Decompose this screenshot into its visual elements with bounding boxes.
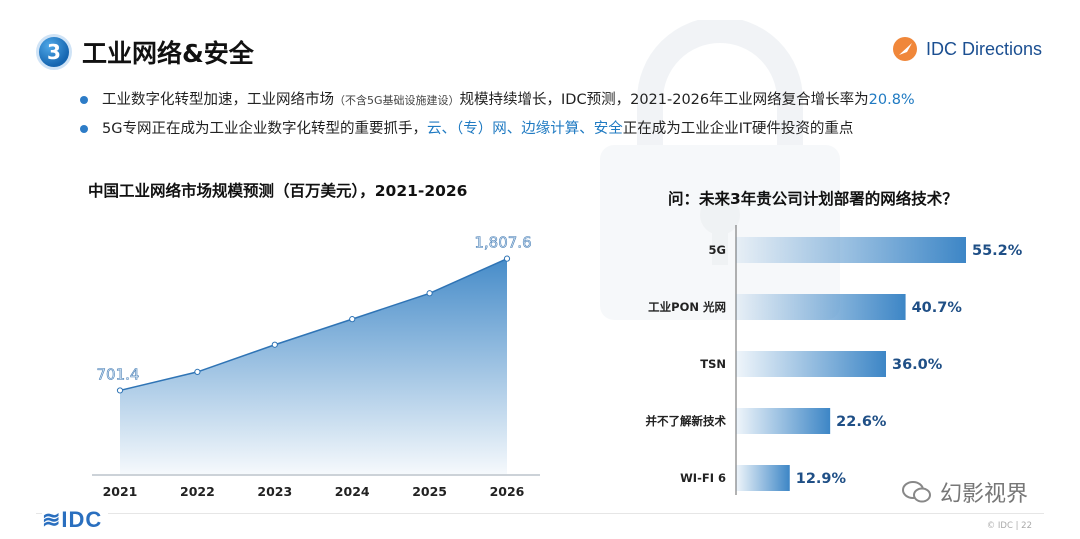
bar-category-label: 5G xyxy=(709,243,726,257)
x-tick-label: 2026 xyxy=(490,484,525,499)
bar-chart-title: 问：未来3年贵公司计划部署的网络技术？ xyxy=(668,190,958,208)
watermark: 幻影视界 xyxy=(902,476,1028,508)
bar-value-label: 40.7% xyxy=(912,300,963,316)
data-point xyxy=(194,368,201,376)
footer-divider xyxy=(36,513,1044,514)
bar-value-label: 36.0% xyxy=(892,357,943,373)
bar-category-label: TSN xyxy=(700,357,726,371)
x-tick-label: 2024 xyxy=(335,484,370,499)
lock-background-icon xyxy=(600,20,840,320)
data-point xyxy=(426,290,433,297)
x-tick-label: 2025 xyxy=(412,484,447,499)
bullet-list: 工业数字化转型加速，工业网络市场（不含5G基础设施建设）规模持续增长，IDC预测… xyxy=(80,86,1060,143)
bar-category-label: 并不了解新技术 xyxy=(646,414,727,428)
bar xyxy=(736,351,886,377)
bullet-item-2: 5G专网正在成为工业企业数字化转型的重要抓手，云、（专）网、边缘计算、安全正在成… xyxy=(80,115,1060,143)
bar xyxy=(736,237,966,263)
bullet-highlight: 20.8% xyxy=(868,92,915,108)
x-tick-label: 2023 xyxy=(257,484,292,499)
brand-logo: IDC Directions xyxy=(892,36,1042,62)
compass-icon xyxy=(892,37,917,61)
brand-name: IDC Directions xyxy=(925,38,1042,59)
bullet-note: （不含5G基础设施建设） xyxy=(334,94,460,107)
bullet-text: 规模持续增长，IDC预测，2021-2026年工业网络复合增长率为 xyxy=(459,92,869,108)
bar xyxy=(736,465,790,491)
wechat-icon xyxy=(902,481,931,503)
bullet-text: 工业数字化转型加速，工业网络市场 xyxy=(102,92,334,108)
area-chart-title: 中国工业网络市场规模预测（百万美元），2021-2026 xyxy=(88,182,468,200)
data-point xyxy=(349,316,356,323)
bar xyxy=(736,294,906,320)
data-point xyxy=(503,255,511,262)
section-header: 3 工业网络&安全 xyxy=(36,30,254,74)
watermark-text: 幻影视界 xyxy=(940,482,1029,507)
data-label: 1,807.6 xyxy=(474,234,531,252)
bullet-highlight: 云、（专）网、边缘计算、安全 xyxy=(426,121,623,137)
bullet-text: 正在成为工业企业IT硬件投资的重点 xyxy=(622,121,854,137)
data-point xyxy=(116,387,124,394)
data-point xyxy=(271,341,278,348)
bar-category-label: WI-FI 6 xyxy=(680,471,726,485)
x-tick-label: 2021 xyxy=(103,484,138,499)
footer-logo: ≋IDC xyxy=(42,507,109,533)
bar-category-label: 工业PON 光网 xyxy=(648,300,726,314)
page-number: © IDC | 22 xyxy=(986,521,1032,531)
area-fill xyxy=(120,258,507,474)
bullet-text: 5G专网正在成为工业企业数字化转型的重要抓手， xyxy=(102,121,427,137)
page-title: 工业网络&安全 xyxy=(82,39,254,68)
bar-value-label: 55.2% xyxy=(972,243,1023,259)
area-line xyxy=(119,257,508,392)
section-number-badge: 3 xyxy=(36,34,72,70)
bullet-item-1: 工业数字化转型加速，工业网络市场（不含5G基础设施建设）规模持续增长，IDC预测… xyxy=(80,86,1060,115)
bar-value-label: 12.9% xyxy=(796,471,847,487)
x-tick-label: 2022 xyxy=(180,484,215,499)
data-label: 701.4 xyxy=(97,365,140,383)
bar-value-label: 22.6% xyxy=(836,414,887,430)
bar xyxy=(736,408,831,434)
